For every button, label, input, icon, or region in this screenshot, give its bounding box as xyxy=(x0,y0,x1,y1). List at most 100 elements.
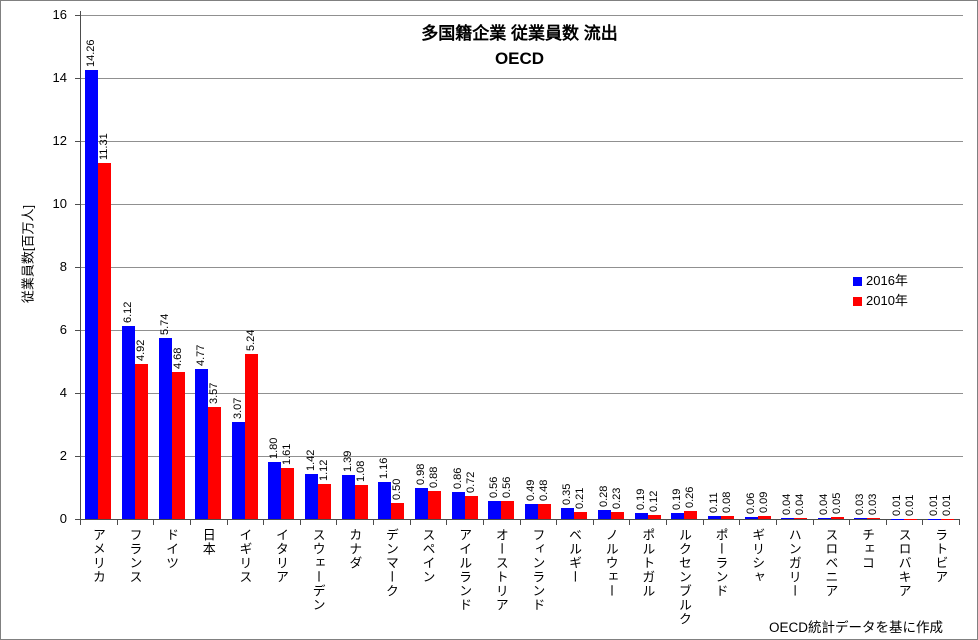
bar-2010年-スロベニア xyxy=(830,517,844,519)
bar-2016年-ギリシャ xyxy=(744,517,758,519)
y-tick-label: 8 xyxy=(59,259,67,274)
bar-value-label: 0.88 xyxy=(427,466,440,489)
bar-value-label: 0.35 xyxy=(561,483,574,505)
bar-2016年-ドイツ xyxy=(158,338,172,519)
bar-2010年-アイルランド xyxy=(464,496,478,519)
bar-value-label: 0.98 xyxy=(414,463,427,486)
x-category-label-ドイツ: ドイツ xyxy=(164,528,180,570)
gridline xyxy=(80,393,963,394)
x-category-label-ラトビア: ラトビア xyxy=(933,528,949,584)
bar-2010年-スペイン xyxy=(427,491,441,519)
x-tick xyxy=(812,519,814,525)
x-tick xyxy=(775,519,777,525)
x-tick xyxy=(519,519,521,525)
gridline xyxy=(80,267,963,268)
bar-value-label: 0.50 xyxy=(391,478,404,501)
chart-title: 多国籍企業 従業員数 流出 OECD xyxy=(80,21,959,71)
x-tick xyxy=(885,519,887,525)
x-tick xyxy=(189,519,191,525)
y-axis-line xyxy=(80,11,81,520)
bar-value-label: 0.09 xyxy=(757,491,770,514)
bar-value-label: 0.03 xyxy=(867,493,880,516)
legend-item-2010年: 2010年 xyxy=(853,291,908,311)
x-tick xyxy=(739,519,741,525)
bar-2010年-日本 xyxy=(208,406,222,519)
bar-value-label: 0.86 xyxy=(451,467,464,489)
chart-title-line2: OECD xyxy=(494,49,545,68)
bar-value-label: 0.19 xyxy=(671,488,684,510)
x-tick xyxy=(299,519,301,525)
y-tick xyxy=(75,330,80,331)
y-tick-label: 12 xyxy=(52,133,67,148)
bar-2010年-カナダ xyxy=(354,484,368,519)
bar-2016年-デンマーク xyxy=(378,482,392,519)
x-category-label-アメリカ: アメリカ xyxy=(90,528,106,584)
y-tick-label: 10 xyxy=(52,196,67,211)
x-tick xyxy=(666,519,667,525)
x-tick xyxy=(80,519,81,525)
x-tick xyxy=(482,519,484,525)
legend-item-2016年: 2016年 xyxy=(853,271,908,291)
bar-2010年-ポーランド xyxy=(720,516,734,519)
x-tick xyxy=(336,519,338,525)
bar-value-label: 0.04 xyxy=(794,493,807,515)
bar-value-label: 0.26 xyxy=(684,486,697,508)
y-tick-label: 0 xyxy=(59,511,67,526)
gridline xyxy=(80,456,963,457)
x-tick xyxy=(226,519,228,525)
bar-2016年-イギリス xyxy=(231,422,245,519)
y-tick xyxy=(75,267,80,268)
x-category-label-イギリス: イギリス xyxy=(237,528,253,584)
bar-value-label: 0.56 xyxy=(488,476,501,499)
bar-2016年-フランス xyxy=(121,326,135,519)
chart-title-line1: 多国籍企業 従業員数 流出 xyxy=(421,24,618,43)
bar-2010年-スウェーデン xyxy=(318,483,332,519)
bar-value-label: 0.04 xyxy=(817,493,830,515)
bar-2016年-ポーランド xyxy=(707,515,721,519)
bar-2010年-イタリア xyxy=(281,468,295,519)
x-tick xyxy=(556,519,558,525)
y-tick-label: 14 xyxy=(52,70,67,85)
bar-2010年-フィンランド xyxy=(537,503,551,519)
bar-value-label: 0.48 xyxy=(537,479,550,501)
x-category-label-スロベニア: スロベニア xyxy=(823,528,839,598)
bar-2016年-アイルランド xyxy=(451,491,465,519)
bar-value-label: 5.24 xyxy=(244,329,257,351)
bar-value-label: 4.68 xyxy=(171,347,184,369)
x-category-label-ハンガリー: ハンガリー xyxy=(786,528,802,598)
x-tick xyxy=(409,519,411,525)
x-tick xyxy=(629,519,631,525)
x-category-label-スロバキア: スロバキア xyxy=(896,528,912,598)
bar-2010年-フランス xyxy=(134,364,148,519)
bar-2010年-オーストリア xyxy=(501,501,515,519)
bar-value-label: 0.72 xyxy=(464,471,477,494)
bar-value-label: 0.28 xyxy=(598,485,611,508)
bar-2010年-チェコ xyxy=(867,518,881,519)
x-category-label-フィンランド: フィンランド xyxy=(530,528,546,612)
bar-value-label: 1.16 xyxy=(378,458,391,480)
bar-value-label: 0.12 xyxy=(647,490,660,513)
legend-label: 2016年 xyxy=(866,273,908,288)
x-tick xyxy=(116,519,118,525)
bar-2010年-ノルウェー xyxy=(611,511,625,519)
legend-swatch-icon xyxy=(853,296,862,306)
bar-2010年-ギリシャ xyxy=(757,516,771,519)
bar-value-label: 0.03 xyxy=(854,493,867,516)
legend-label: 2010年 xyxy=(866,293,908,308)
x-category-label-フランス: フランス xyxy=(127,528,143,584)
x-category-label-デンマーク: デンマーク xyxy=(383,528,399,598)
bar-value-label: 4.92 xyxy=(134,339,147,362)
bar-2016年-ハンガリー xyxy=(781,517,795,519)
x-tick xyxy=(153,519,155,525)
bar-value-label: 4.77 xyxy=(195,344,208,366)
x-tick xyxy=(959,519,960,525)
bar-2010年-ポルトガル xyxy=(647,515,661,519)
bar-2010年-イギリス xyxy=(244,353,258,519)
gridline xyxy=(80,141,963,142)
x-category-label-オーストリア: オーストリア xyxy=(493,528,509,612)
bar-2016年-フィンランド xyxy=(524,503,538,519)
bar-2010年-ドイツ xyxy=(171,371,185,519)
y-tick xyxy=(75,78,80,79)
bar-2016年-ルクセンブルク xyxy=(671,513,685,519)
gridline xyxy=(80,78,963,79)
